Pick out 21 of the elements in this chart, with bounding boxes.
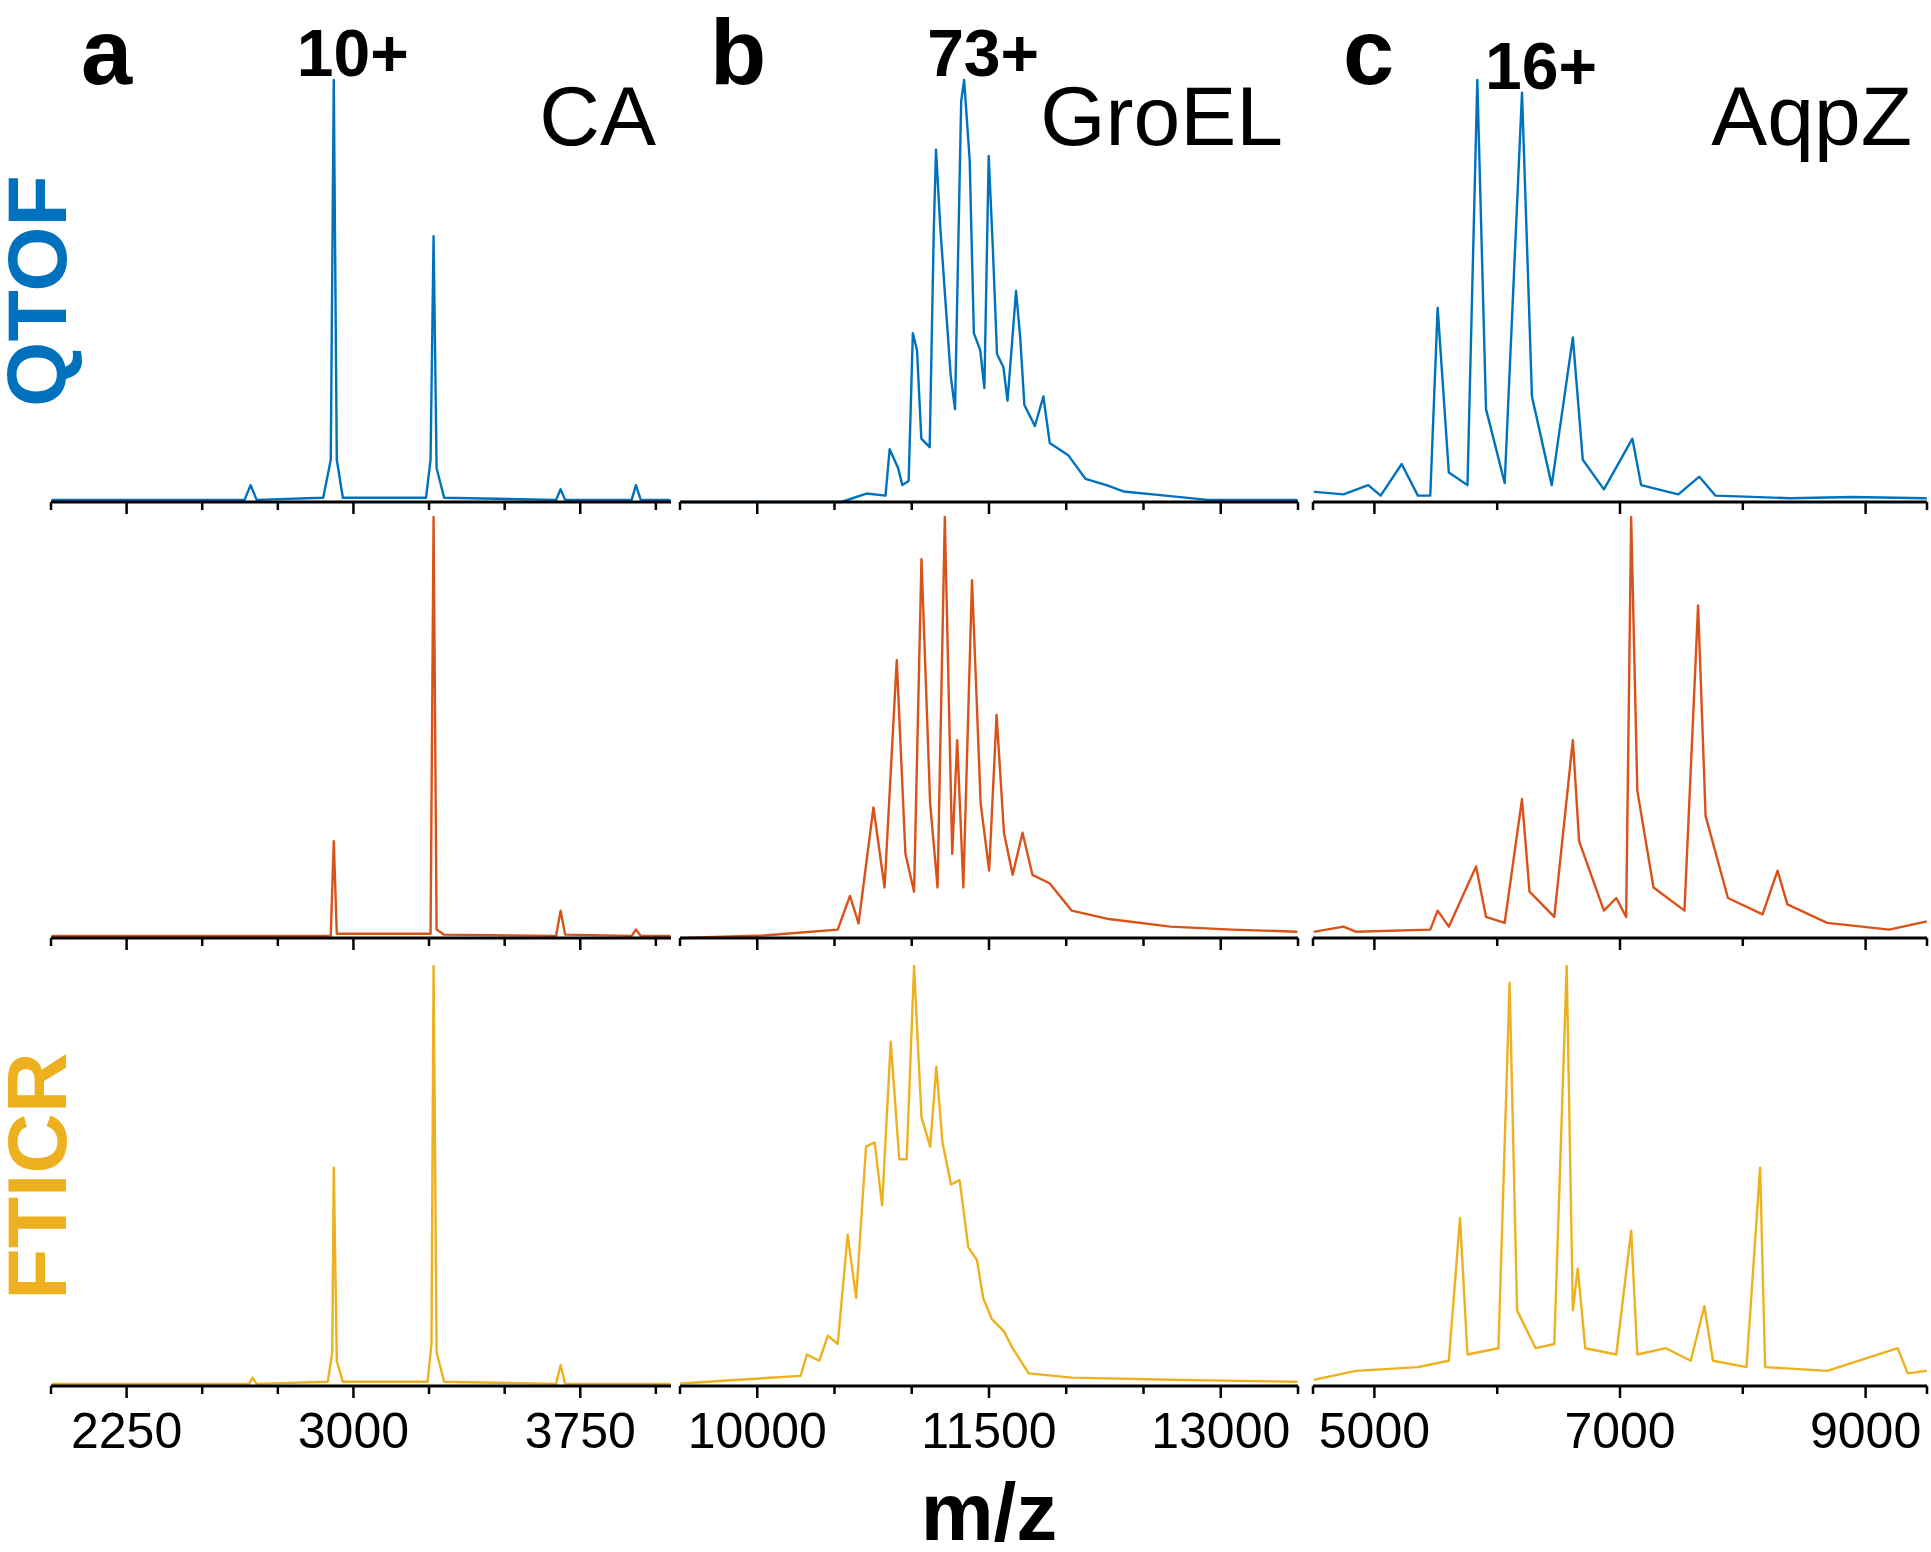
annotation: CA [539,69,656,163]
annotation: AqpZ [1711,69,1912,163]
y-axis-title: FTICR [0,1052,84,1300]
x-tick-label: 5000 [1318,1403,1431,1459]
x-axis-title: m/z [920,1466,1058,1552]
x-tick-label: 3750 [524,1403,636,1459]
annotation: GroEL [1040,69,1283,163]
chart-title: c [1343,1,1395,103]
y-axis-title: QTOF [0,175,84,407]
x-tick-label: 13000 [1151,1403,1291,1459]
x-tick-label: 2250 [70,1403,183,1459]
x-tick-label: 9000 [1809,1403,1922,1459]
annotation: 10+ [296,16,409,90]
x-tick-label: 11500 [921,1403,1057,1459]
x-tick-label: 10000 [687,1403,827,1459]
chart-title: a [81,1,133,103]
annotation: 73+ [927,16,1040,90]
x-tick-label: 3000 [297,1403,410,1459]
chart-title: b [710,1,767,103]
x-tick-label: 7000 [1564,1403,1676,1459]
annotation: 16+ [1485,28,1597,103]
